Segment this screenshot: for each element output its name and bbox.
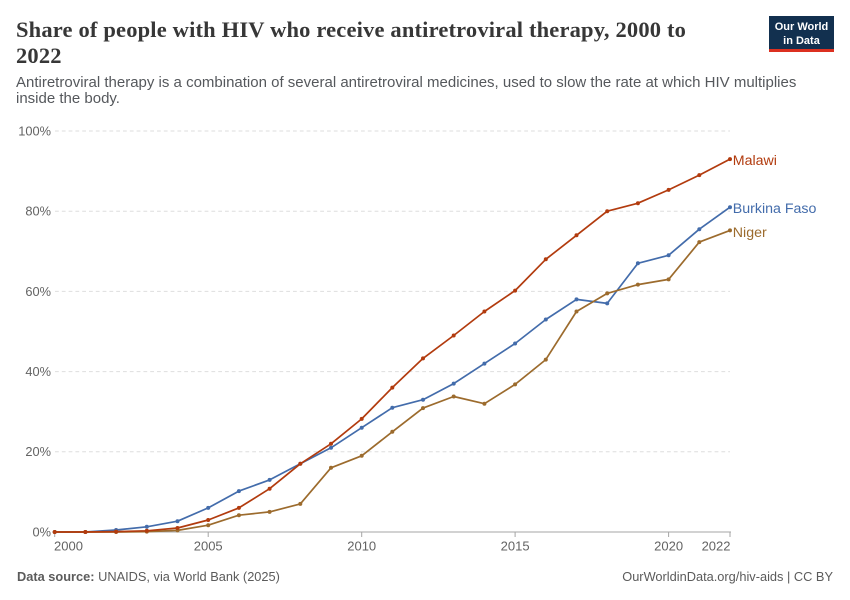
svg-text:Niger: Niger [733, 225, 767, 241]
svg-text:2020: 2020 [654, 539, 683, 554]
svg-text:60%: 60% [25, 284, 51, 299]
svg-text:2022: 2022 [702, 539, 731, 554]
svg-text:40%: 40% [25, 364, 51, 379]
svg-text:100%: 100% [18, 123, 51, 138]
svg-text:2000: 2000 [54, 539, 83, 554]
svg-text:2010: 2010 [347, 539, 376, 554]
svg-text:2005: 2005 [194, 539, 223, 554]
svg-text:2015: 2015 [501, 539, 530, 554]
svg-text:Malawi: Malawi [733, 153, 777, 169]
svg-text:20%: 20% [25, 444, 51, 459]
svg-text:Burkina Faso: Burkina Faso [733, 201, 817, 217]
svg-text:0%: 0% [33, 524, 52, 539]
svg-text:80%: 80% [25, 204, 51, 219]
